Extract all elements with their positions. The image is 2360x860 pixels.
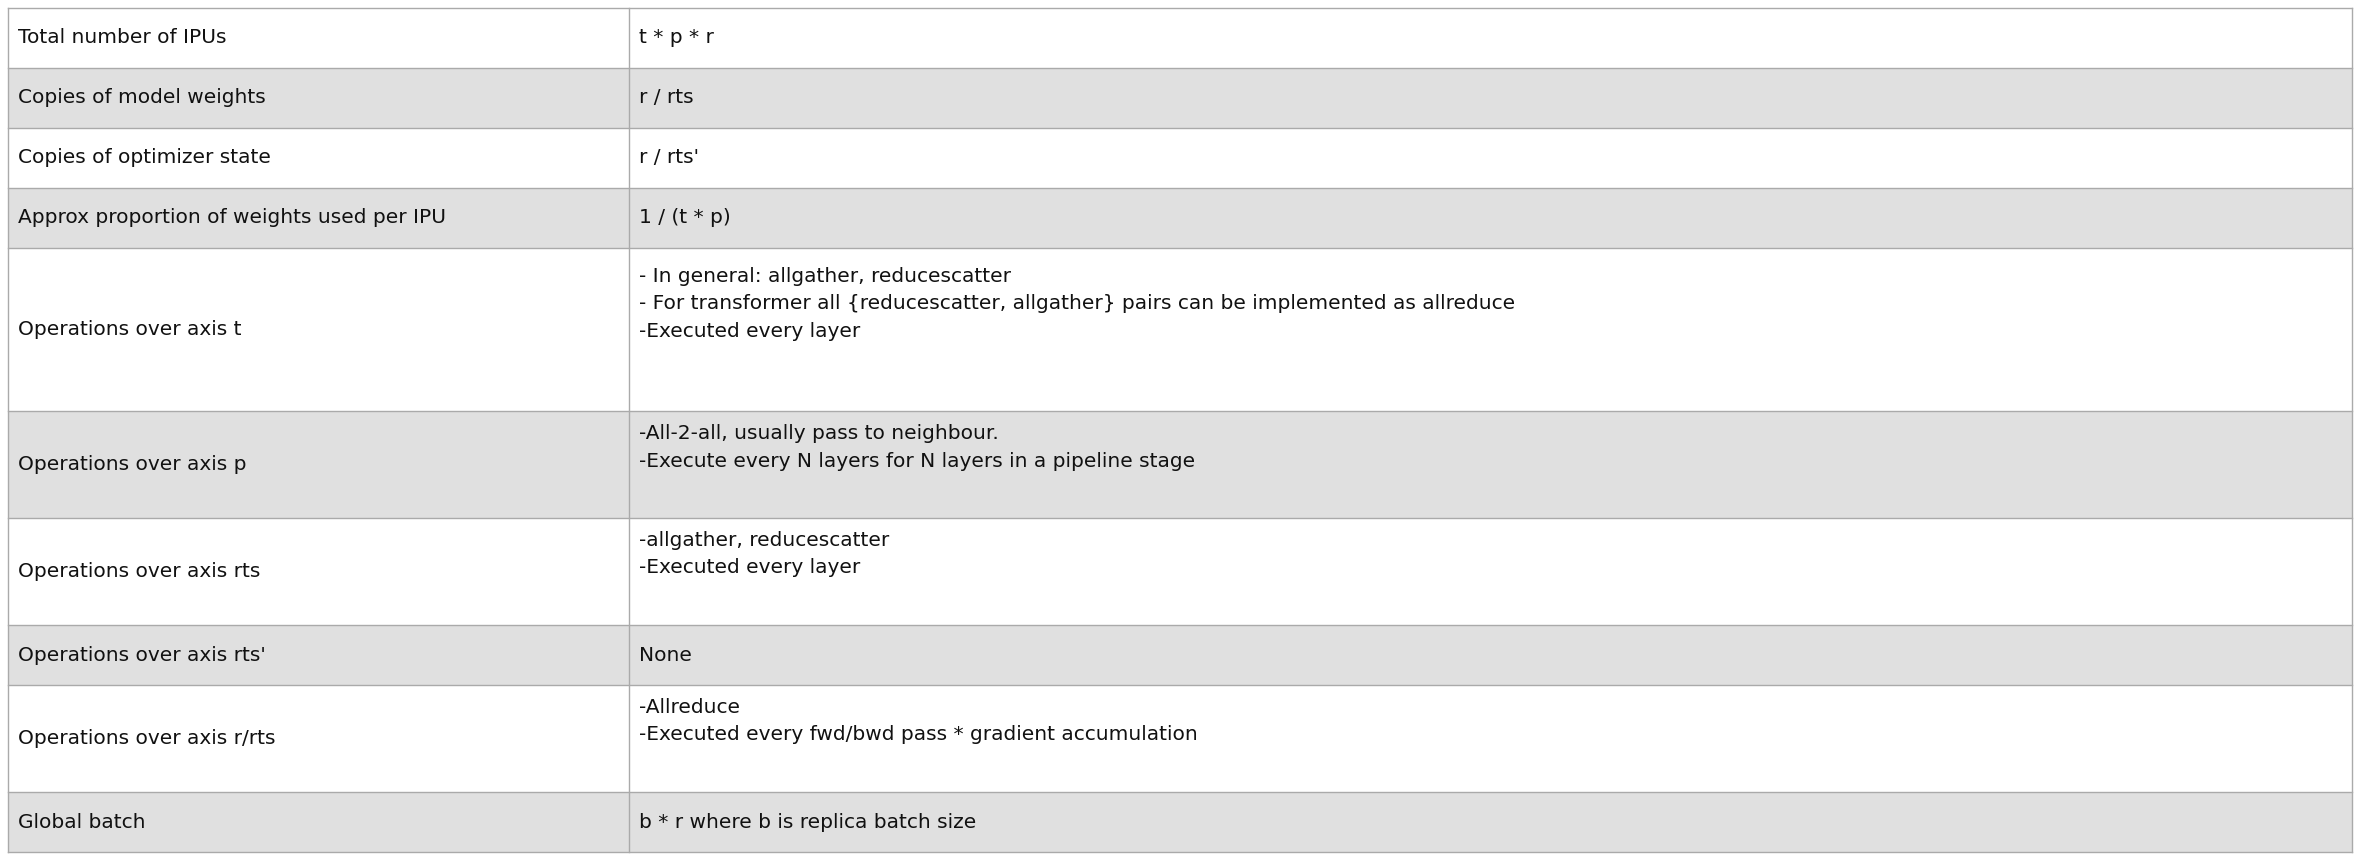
Bar bbox=[7, 68, 630, 128]
Bar bbox=[630, 128, 2353, 187]
Text: Operations over axis p: Operations over axis p bbox=[19, 456, 245, 475]
Text: Operations over axis rts': Operations over axis rts' bbox=[19, 646, 267, 665]
Bar bbox=[7, 187, 630, 248]
Bar bbox=[7, 519, 630, 625]
Bar bbox=[7, 248, 630, 411]
Bar bbox=[630, 68, 2353, 128]
Bar bbox=[7, 685, 630, 792]
Text: Operations over axis t: Operations over axis t bbox=[19, 320, 241, 339]
Bar bbox=[7, 625, 630, 685]
Bar bbox=[630, 792, 2353, 852]
Text: Copies of optimizer state: Copies of optimizer state bbox=[19, 148, 271, 167]
Bar bbox=[630, 685, 2353, 792]
Text: Operations over axis r/rts: Operations over axis r/rts bbox=[19, 729, 276, 748]
Text: Copies of model weights: Copies of model weights bbox=[19, 89, 267, 108]
Text: Approx proportion of weights used per IPU: Approx proportion of weights used per IP… bbox=[19, 208, 446, 227]
Bar bbox=[630, 625, 2353, 685]
Text: Global batch: Global batch bbox=[19, 813, 146, 832]
Bar bbox=[630, 519, 2353, 625]
Bar bbox=[7, 411, 630, 519]
Text: -All-2-all, usually pass to neighbour.
-Execute every N layers for N layers in a: -All-2-all, usually pass to neighbour. -… bbox=[640, 424, 1194, 470]
Text: -Allreduce
-Executed every fwd/bwd pass * gradient accumulation: -Allreduce -Executed every fwd/bwd pass … bbox=[640, 698, 1199, 744]
Bar bbox=[630, 411, 2353, 519]
Text: None: None bbox=[640, 646, 691, 665]
Bar bbox=[7, 8, 630, 68]
Text: t * p * r: t * p * r bbox=[640, 28, 715, 47]
Text: 1 / (t * p): 1 / (t * p) bbox=[640, 208, 732, 227]
Text: -allgather, reducescatter
-Executed every layer: -allgather, reducescatter -Executed ever… bbox=[640, 531, 890, 577]
Text: r / rts: r / rts bbox=[640, 89, 694, 108]
Text: Total number of IPUs: Total number of IPUs bbox=[19, 28, 227, 47]
Text: Operations over axis rts: Operations over axis rts bbox=[19, 562, 260, 581]
Bar bbox=[630, 248, 2353, 411]
Bar bbox=[630, 187, 2353, 248]
Bar bbox=[630, 8, 2353, 68]
Text: b * r where b is replica batch size: b * r where b is replica batch size bbox=[640, 813, 977, 832]
Text: - In general: allgather, reducescatter
- For transformer all {reducescatter, all: - In general: allgather, reducescatter -… bbox=[640, 267, 1515, 341]
Bar bbox=[7, 792, 630, 852]
Text: r / rts': r / rts' bbox=[640, 148, 699, 167]
Bar bbox=[7, 128, 630, 187]
